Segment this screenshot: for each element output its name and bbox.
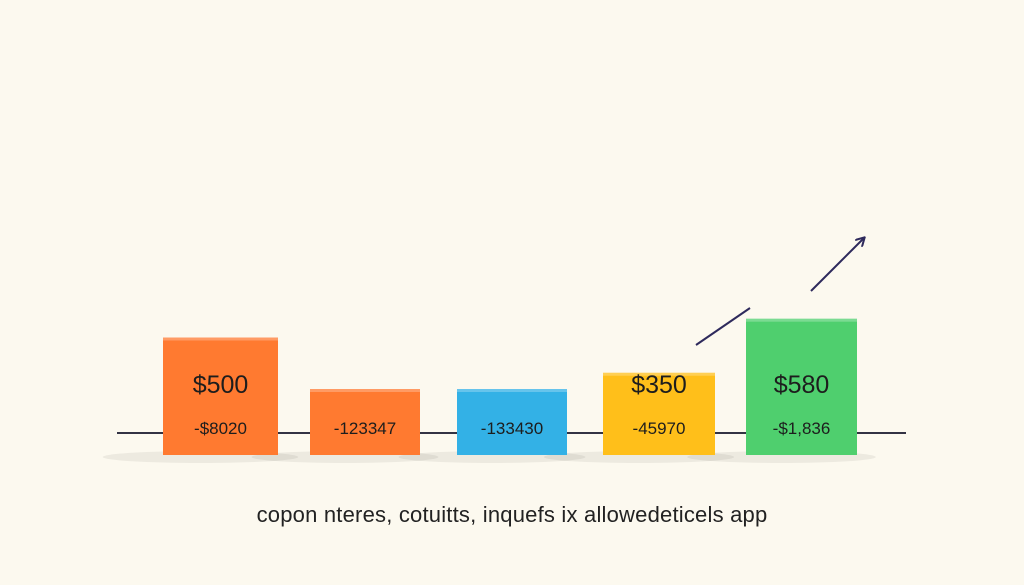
bar-top-edge xyxy=(746,318,857,322)
bar xyxy=(746,318,857,455)
bar-top-edge xyxy=(603,372,715,376)
bar-top-edge xyxy=(163,337,278,341)
bar-secondary-label: -133430 xyxy=(481,419,543,438)
bar-value-label: $350 xyxy=(631,371,687,399)
bar-top-edge xyxy=(457,389,567,392)
bar-secondary-label: -$8020 xyxy=(194,419,247,438)
bar-value-label: $580 xyxy=(774,371,830,399)
bar-top-edge xyxy=(310,389,420,392)
bar-secondary-label: -45970 xyxy=(633,419,686,438)
bar xyxy=(457,389,567,455)
chart-caption: copon nteres, cotuitts, inquefs ix allow… xyxy=(256,502,768,527)
bars-group: $500 -$8020 -123347 -133430 $350 -45970 $580 -$… xyxy=(163,318,857,455)
trend-arrow xyxy=(695,238,864,346)
bar xyxy=(603,372,715,455)
bar-secondary-label: -123347 xyxy=(334,419,396,438)
bar-secondary-label: -$1,836 xyxy=(773,419,831,438)
bar xyxy=(163,337,278,455)
bar xyxy=(310,389,420,455)
trend-line-segment xyxy=(695,307,751,346)
bar-value-label: $500 xyxy=(193,371,249,399)
trend-arrow-head-segment xyxy=(810,238,864,292)
